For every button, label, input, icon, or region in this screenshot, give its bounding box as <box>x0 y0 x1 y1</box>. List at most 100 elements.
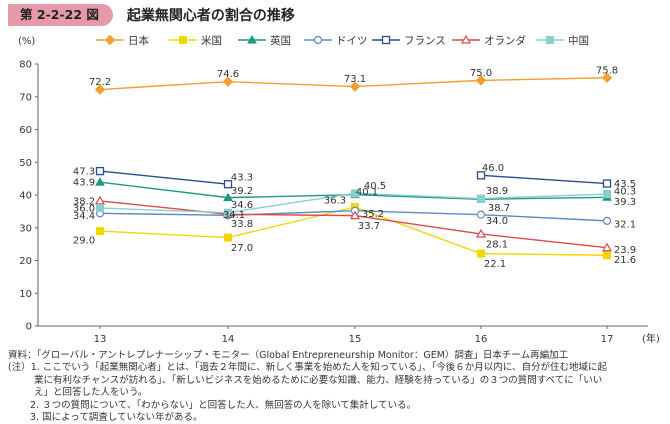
data-point-s1-3 <box>477 249 485 258</box>
figure-number-badge: 第 2-2-22 図 <box>8 4 113 26</box>
y-tick-label: 30 <box>19 223 32 234</box>
data-label: 34.4 <box>73 211 95 222</box>
data-point-s2-0 <box>95 177 105 186</box>
data-point-s4-0 <box>95 166 105 176</box>
data-label: 35.2 <box>362 209 384 220</box>
data-point-s3-3 <box>476 210 486 219</box>
legend-label-5: オランダ <box>484 34 526 47</box>
legend-marker-0 <box>104 34 116 46</box>
data-label: 75.0 <box>470 68 492 79</box>
data-label: 43.9 <box>73 178 95 189</box>
legend-label-2: 英国 <box>270 34 291 47</box>
note-1b: 業に有利なチャンスが訪れる」、「新しいビジネスを始めるために必要な知識、能力、経… <box>34 374 603 386</box>
series-line-4 <box>480 174 608 185</box>
data-point-s4-3 <box>476 171 486 180</box>
x-axis-label: (年) <box>642 332 660 345</box>
data-point-s0-0 <box>94 84 106 95</box>
note-2: 2. ３つの質問について、「わからない」と回答した人、無回答の人を除いて集計して… <box>30 399 417 411</box>
data-label: 36.0 <box>73 204 95 215</box>
data-point-s6-3 <box>477 194 485 203</box>
x-tick-label: 14 <box>222 334 235 345</box>
data-label: 23.9 <box>614 245 636 256</box>
legend-label-0: 日本 <box>128 34 149 47</box>
data-point-s5-3 <box>475 228 487 238</box>
figure-title: 起業無関心者の割合の推移 <box>126 8 295 24</box>
data-label: 38.2 <box>73 196 95 207</box>
legend-marker-6 <box>546 36 554 44</box>
y-tick-label: 10 <box>19 289 32 300</box>
data-point-s5-4 <box>601 242 613 252</box>
data-label: 33.8 <box>231 219 253 230</box>
data-point-s0-4 <box>601 72 613 83</box>
y-tick-label: 50 <box>19 158 32 169</box>
note-3: 3. 国によって調査していない年がある。 <box>30 412 203 424</box>
data-label: 74.6 <box>217 69 239 80</box>
data-label: 38.9 <box>486 186 508 197</box>
data-label: 28.1 <box>486 239 508 250</box>
data-label: 72.2 <box>89 77 111 88</box>
data-label: 39.2 <box>231 186 253 197</box>
data-label: 29.0 <box>73 236 95 247</box>
note-1c: え」と回答した人をいう。 <box>34 387 148 399</box>
data-label: 43.3 <box>231 173 253 184</box>
data-point-s0-1 <box>222 76 234 87</box>
data-point-s5-2 <box>349 210 361 220</box>
data-label: 32.1 <box>614 219 636 230</box>
data-label: 43.5 <box>614 179 636 190</box>
data-label: 40.5 <box>364 181 386 192</box>
legend-marker-2 <box>247 34 257 44</box>
y-tick-label: 0 <box>26 322 32 333</box>
y-tick-label: 60 <box>19 125 32 136</box>
data-point-s6-1 <box>224 208 232 217</box>
data-label: 33.7 <box>358 221 380 232</box>
data-point-s3-4 <box>602 216 612 225</box>
data-label: 34.1 <box>223 210 245 221</box>
source-note: 資料：「グローバル・アントレプレナーシップ・モニター（Global Entrep… <box>8 350 569 361</box>
data-point-s4-1 <box>223 180 233 189</box>
data-point-s6-0 <box>96 204 104 213</box>
data-point-s6-4 <box>603 190 611 199</box>
legend-marker-5 <box>460 34 472 44</box>
data-label: 47.3 <box>73 167 95 178</box>
data-label: 36.3 <box>324 196 346 207</box>
y-tick-label: 70 <box>19 92 32 103</box>
legend-marker-4 <box>381 35 391 45</box>
data-label: 22.1 <box>484 259 506 270</box>
data-label: 27.0 <box>231 243 253 254</box>
data-point-s0-3 <box>475 75 487 86</box>
legend-marker-3 <box>313 35 323 45</box>
chart-notes: 資料：「グローバル・アントレプレナーシップ・モニター（Global Entrep… <box>8 350 668 424</box>
data-point-s6-2 <box>351 189 359 198</box>
data-label: 75.8 <box>596 65 618 76</box>
data-point-s1-0 <box>96 227 104 236</box>
data-label: 40.1 <box>356 187 378 198</box>
data-label: 46.0 <box>482 163 504 174</box>
y-tick-label: 40 <box>19 191 32 202</box>
data-label: 34.6 <box>231 200 253 211</box>
legend-label-4: フランス <box>404 35 446 47</box>
y-tick-label: 80 <box>19 60 32 71</box>
y-axis-label: (%) <box>18 36 35 47</box>
x-tick-label: 13 <box>94 334 107 345</box>
data-point-s1-1 <box>224 233 232 242</box>
x-tick-label: 17 <box>601 334 614 345</box>
line-chart: 0 10 20 30 40 50 60 70 80 (%) 13 14 15 16 17 (年) 72.2 74.… <box>18 34 660 345</box>
data-point-s4-4 <box>602 179 612 188</box>
data-point-s5-0 <box>94 195 106 205</box>
data-label: 34.0 <box>486 216 508 227</box>
y-tick-label: 20 <box>19 256 32 267</box>
legend-label-1: 米国 <box>201 34 222 47</box>
data-point-s0-2 <box>349 81 361 92</box>
data-label: 38.7 <box>488 203 510 214</box>
figure-header: 第 2-2-22 図 起業無関心者の割合の推移 <box>8 4 295 26</box>
x-tick-label: 15 <box>349 334 362 345</box>
legend-label-3: ドイツ <box>336 35 368 47</box>
x-tick-label: 16 <box>475 334 488 345</box>
data-point-s2-1 <box>223 192 233 202</box>
legend-marker-1 <box>179 36 187 44</box>
series-line-4 <box>99 170 229 185</box>
data-label: 21.6 <box>614 255 636 266</box>
data-label: 73.1 <box>344 74 366 85</box>
data-point-s1-4 <box>603 251 611 260</box>
legend-label-6: 中国 <box>568 34 589 47</box>
